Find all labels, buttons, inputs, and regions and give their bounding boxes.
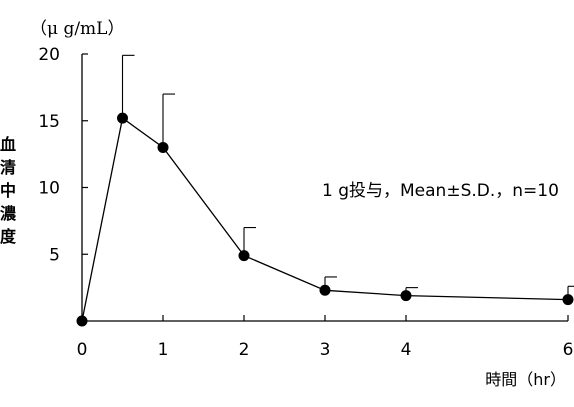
y-tick-label: 5: [49, 245, 60, 265]
data-point: [157, 141, 169, 153]
x-tick-label: 0: [77, 340, 88, 360]
data-point: [76, 315, 88, 327]
data-point: [319, 284, 331, 296]
x-tick-label: 4: [401, 340, 412, 360]
y-ticks: 5 10 15 20: [38, 45, 88, 265]
x-ticks: 0 1 2 3 4 6: [77, 315, 574, 360]
data-point: [238, 250, 250, 262]
y-axis-label-char: 度: [0, 227, 17, 246]
y-tick-label: 15: [38, 112, 60, 132]
y-tick-label: 10: [38, 179, 60, 199]
x-tick-label: 2: [239, 340, 250, 360]
x-tick-label: 1: [158, 340, 169, 360]
data-point: [117, 112, 128, 124]
y-axis-label-char: 清: [0, 158, 16, 177]
y-unit-label: （μ g/mL）: [30, 19, 124, 39]
y-tick-label: 20: [38, 45, 60, 65]
data-markers: [76, 112, 574, 327]
x-tick-label: 6: [563, 340, 574, 360]
annotation-text: 1 g投与，Mean±S.D.，n=10: [322, 181, 559, 201]
y-axis-label-char: 濃: [0, 204, 17, 223]
y-axis-label-char: 血: [0, 135, 16, 154]
data-point: [400, 290, 412, 302]
y-axis-label: 血清中濃度: [0, 135, 17, 246]
data-point: [562, 294, 574, 306]
y-axis-label-char: 中: [0, 181, 16, 200]
x-tick-label: 3: [320, 340, 331, 360]
x-axis-label: 時間（hr）: [485, 370, 566, 389]
error-bars: [121, 54, 574, 300]
